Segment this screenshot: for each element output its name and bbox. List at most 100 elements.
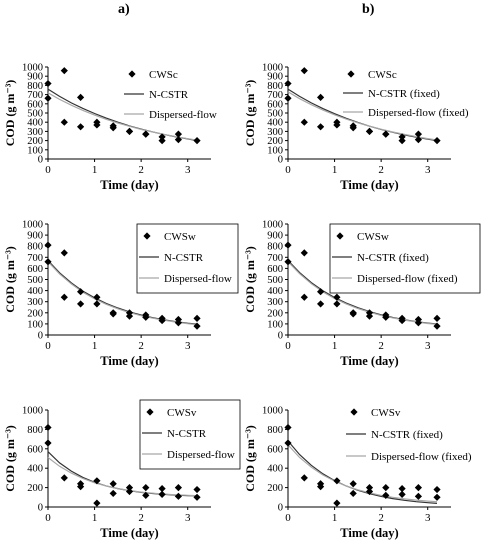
series-line-dispersed-flow-fixed- — [287, 444, 438, 503]
legend-label: CWSc — [149, 69, 178, 81]
data-point — [284, 439, 292, 447]
data-point — [158, 316, 166, 325]
data-point — [382, 484, 390, 492]
legend-label: CWSw — [164, 231, 196, 243]
y-tick-label: 0 — [278, 155, 283, 166]
data-point — [382, 130, 390, 138]
x-axis-label: Time (day) — [340, 354, 398, 368]
data-point — [349, 310, 357, 318]
series-line-dispersed-flow — [47, 92, 198, 141]
legend: CWSc N-CSTR (fixed) Dispersed-flow (fixed) — [343, 69, 469, 119]
data-point — [365, 127, 374, 135]
x-axis-label: Time (day) — [100, 178, 158, 192]
data-point — [109, 310, 117, 318]
data-point — [174, 136, 182, 144]
y-tick-label: 400 — [267, 464, 283, 475]
x-tick-label: 3 — [425, 512, 431, 524]
y-tick-label: 700 — [27, 253, 43, 264]
x-tick-label: 2 — [378, 512, 384, 524]
data-point — [349, 480, 357, 488]
x-tick-label: 2 — [378, 164, 384, 176]
y-tick-label: 300 — [27, 127, 43, 138]
data-point — [142, 491, 150, 499]
panel-label-b: b) — [362, 2, 375, 17]
y-tick-label: 1000 — [262, 63, 283, 74]
y-tick-label: 400 — [27, 118, 43, 129]
y-tick-label: 0 — [38, 503, 43, 514]
data-point — [382, 491, 390, 499]
y-tick-label: 600 — [267, 264, 283, 275]
data-point — [93, 499, 101, 507]
y-axis-label: COD (g m⁻³) — [3, 246, 17, 313]
data-point — [158, 484, 166, 493]
data-point — [433, 314, 441, 322]
data-point — [284, 79, 292, 88]
data-point — [433, 137, 441, 145]
legend-marker — [146, 408, 154, 416]
data-point — [414, 130, 422, 138]
data-point — [174, 492, 182, 500]
legend-label: CWSv — [371, 407, 401, 419]
data-point — [300, 293, 308, 301]
x-tick-label: 1 — [332, 164, 338, 176]
data-point — [60, 249, 68, 257]
data-point — [284, 94, 292, 102]
y-tick-label: 600 — [267, 99, 283, 110]
series-line-dispersed-flow-fixed- — [287, 261, 438, 325]
data-point — [300, 249, 308, 257]
data-point — [77, 123, 85, 131]
y-tick-label: 1000 — [22, 406, 43, 417]
data-point — [158, 137, 166, 145]
x-axis-label: Time (day) — [340, 178, 398, 192]
x-axis-label: Time (day) — [100, 526, 158, 540]
data-point — [365, 312, 374, 320]
y-tick-label: 500 — [267, 275, 283, 286]
y-tick-label: 200 — [27, 483, 43, 494]
legend-box — [139, 399, 241, 470]
data-point — [433, 322, 441, 330]
x-tick-label: 1 — [332, 512, 338, 524]
y-tick-label: 700 — [267, 90, 283, 101]
data-point — [109, 480, 117, 488]
data-point — [349, 489, 357, 498]
y-tick-label: 600 — [27, 264, 43, 275]
data-point — [333, 293, 341, 301]
data-point — [284, 423, 292, 432]
y-tick-label: 1000 — [22, 63, 43, 74]
x-tick-label: 0 — [285, 340, 291, 352]
data-point — [398, 484, 406, 493]
y-tick-label: 100 — [267, 319, 283, 330]
data-point — [193, 314, 201, 322]
data-point — [60, 293, 68, 301]
series-line-n-cstr-fixed- — [287, 440, 438, 504]
y-tick-label: 1000 — [22, 220, 43, 231]
y-tick-label: 1000 — [262, 220, 283, 231]
data-point — [125, 312, 134, 320]
x-tick-label: 1 — [92, 340, 98, 352]
legend-label: N-CSTR (fixed) — [357, 252, 429, 264]
x-tick-label: 2 — [138, 340, 144, 352]
y-tick-label: 200 — [267, 308, 283, 319]
data-point — [317, 288, 325, 296]
y-tick-label: 200 — [267, 483, 283, 494]
data-point — [93, 300, 101, 308]
x-tick-label: 1 — [332, 340, 338, 352]
data-point — [93, 477, 101, 485]
y-tick-label: 100 — [267, 145, 283, 156]
data-point — [109, 489, 117, 498]
y-tick-label: 900 — [267, 231, 283, 242]
x-tick-label: 1 — [92, 512, 98, 524]
x-axis-label: Time (day) — [340, 526, 398, 540]
data-point — [317, 93, 325, 101]
legend: CWSv N-CSTR Dispersed-flow — [139, 399, 241, 470]
x-tick-label: 0 — [285, 512, 291, 524]
legend-label: N-CSTR — [167, 428, 207, 440]
y-tick-label: 700 — [267, 253, 283, 264]
legend-label: Dispersed-flow — [149, 109, 217, 121]
y-tick-label: 600 — [27, 444, 43, 455]
data-point — [333, 121, 341, 129]
data-point — [365, 484, 374, 492]
legend: CWSw N-CSTR (fixed) Dispersed-flow (fixed) — [329, 223, 481, 294]
